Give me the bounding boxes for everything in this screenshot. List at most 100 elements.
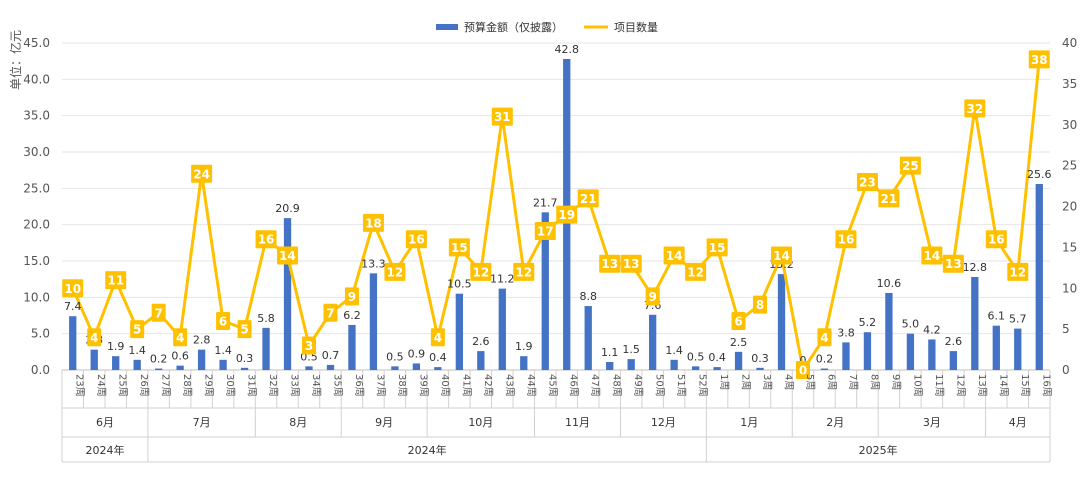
count-value-label: 16 [258, 233, 275, 247]
budget-value-label: 1.9 [515, 340, 533, 353]
count-value-label: 3 [305, 339, 313, 353]
budget-bar [90, 349, 98, 370]
budget-bar [627, 359, 635, 370]
budget-value-label: 1.5 [622, 343, 640, 356]
count-label-box [62, 279, 84, 298]
budget-bar [305, 366, 313, 370]
count-label-box [323, 303, 338, 322]
month-label: 9月 [375, 416, 393, 429]
count-label-box [796, 361, 810, 379]
y-left-tick-label: 10.0 [23, 290, 50, 304]
budget-bar [584, 306, 592, 370]
count-line [71, 59, 1041, 372]
week-label: 29周 [203, 374, 215, 397]
y-right-tick-label: 40 [1062, 36, 1077, 50]
legend-swatch-budget [436, 24, 458, 30]
count-label-box [771, 246, 793, 265]
count-value-label: 21 [881, 192, 898, 206]
y-right-tick-label: 35 [1062, 77, 1077, 91]
count-value-label: 12 [515, 265, 532, 279]
y-right-tick-label: 5 [1062, 322, 1070, 336]
week-label: 27周 [160, 374, 172, 397]
y-left-tick-label: 45.0 [23, 36, 50, 50]
count-label-box [964, 99, 986, 118]
budget-bar [434, 367, 442, 370]
legend-label-count: 项目数量 [614, 21, 658, 34]
week-label: 6周 [825, 374, 837, 390]
budget-value-label: 10.5 [447, 278, 472, 291]
budget-bar [777, 274, 786, 370]
week-label: 41周 [460, 374, 472, 397]
budget-value-label: 0.5 [687, 350, 705, 363]
week-label: 46周 [568, 374, 580, 397]
y-left-tick-label: 30.0 [23, 145, 50, 159]
budget-bar [69, 316, 77, 370]
week-label: 10周 [911, 374, 923, 397]
week-label: 39周 [417, 374, 429, 397]
count-label-box [942, 254, 964, 273]
week-label: 37周 [374, 374, 386, 397]
count-value-label: 5 [133, 323, 141, 337]
data-labels: 7.42.81.91.40.20.62.81.40.35.820.90.50.7… [62, 43, 1052, 379]
week-label: 7周 [847, 374, 859, 390]
week-label: 2周 [740, 374, 752, 390]
count-label-box [470, 262, 492, 281]
count-label-box [577, 189, 599, 208]
budget-value-label: 2.8 [193, 334, 211, 347]
y-right-tick-label: 20 [1062, 200, 1077, 214]
y-left-tick-label: 25.0 [23, 181, 50, 195]
count-label-box [130, 320, 145, 339]
budget-value-label: 1.4 [214, 344, 232, 357]
count-value-label: 38 [1031, 53, 1048, 67]
budget-value-label: 11.2 [490, 273, 515, 286]
budget-bar [906, 333, 915, 370]
budget-value-label: 0.2 [150, 353, 168, 366]
count-value-label: 15 [709, 241, 726, 255]
budget-bar [240, 367, 249, 370]
count-value-label: 4 [434, 331, 442, 345]
budget-bar [133, 359, 141, 370]
week-label: 45周 [546, 374, 558, 397]
budget-value-label: 0.5 [386, 350, 404, 363]
y-left-tick-label: 20.0 [23, 218, 50, 232]
y-left-tick-label: 40.0 [23, 72, 50, 86]
budget-bar [498, 288, 506, 370]
count-label-box [191, 164, 213, 183]
count-label-box [878, 189, 900, 208]
week-label: 34周 [310, 374, 322, 397]
count-label-box [1028, 50, 1050, 69]
week-label: 23周 [74, 374, 86, 397]
month-label: 11月 [565, 416, 590, 429]
count-label-box [448, 238, 470, 257]
count-label-box [856, 172, 878, 191]
budget-bar [606, 362, 614, 370]
budget-bar [885, 292, 893, 370]
budget-value-label: 21.7 [533, 196, 558, 209]
budget-bar [820, 368, 829, 370]
budget-bar [713, 367, 721, 370]
y-left-tick-label: 15.0 [23, 254, 50, 268]
budget-bar [112, 356, 120, 370]
week-label: 14周 [997, 374, 1009, 397]
count-label-box [430, 328, 445, 347]
week-label: 36周 [353, 374, 365, 397]
count-label-box [405, 230, 427, 249]
count-value-label: 13 [601, 257, 618, 271]
y-right-tick-label: 15 [1062, 240, 1077, 254]
budget-value-label: 5.8 [257, 312, 275, 325]
budget-value-label: 0.3 [236, 352, 254, 365]
budget-value-label: 0.4 [708, 351, 726, 364]
budget-bar [455, 293, 463, 370]
count-label-box [237, 320, 252, 339]
count-value-label: 12 [387, 265, 404, 279]
budget-value-label: 6.1 [988, 310, 1006, 323]
count-value-label: 12 [1009, 265, 1026, 279]
budget-value-label: 7.4 [64, 300, 82, 313]
budget-value-label: 5.0 [902, 318, 920, 331]
budget-bar [971, 276, 979, 370]
budget-bar [197, 349, 206, 370]
count-label-box [87, 328, 102, 347]
week-label: 9周 [890, 374, 902, 390]
week-label: 5周 [804, 374, 816, 390]
